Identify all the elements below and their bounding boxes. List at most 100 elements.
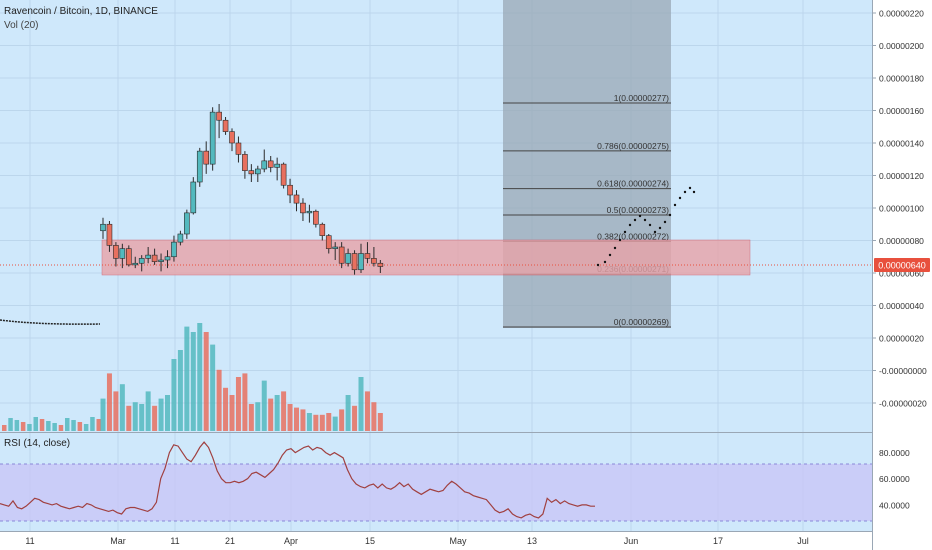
volume-bar	[165, 395, 170, 431]
volume-bar	[235, 377, 241, 431]
volume-bar	[294, 407, 299, 431]
price-tick-label: 0.00000020	[879, 334, 924, 344]
candle-body	[222, 119, 229, 132]
volume-bar	[268, 398, 274, 431]
volume-bar	[177, 350, 183, 431]
time-tick-label: 13	[527, 536, 537, 546]
candle-body	[351, 253, 358, 271]
fib-level-label: 0.5(0.00000273)	[607, 205, 670, 215]
volume-bar	[339, 409, 345, 431]
volume-bar	[313, 414, 319, 431]
volume-indicator-label[interactable]: Vol (20)	[4, 20, 38, 31]
projection-path[interactable]	[596, 186, 696, 267]
price-tick-label: 0.00000200	[879, 41, 924, 51]
candle-body	[113, 245, 119, 259]
candle-body	[203, 150, 209, 165]
rsi-band	[0, 464, 872, 521]
projection-dot	[633, 218, 637, 222]
volume-bar	[27, 424, 32, 431]
candle-body	[319, 223, 326, 236]
price-pane-background	[0, 0, 872, 432]
fib-level-label: 0.786(0.00000275)	[597, 141, 669, 151]
projection-dot	[648, 223, 652, 227]
candle-body	[300, 202, 306, 214]
volume-bar	[287, 404, 293, 431]
volume-bar	[46, 421, 51, 431]
volume-bar	[52, 423, 57, 431]
candle-body	[216, 111, 222, 121]
price-axis-background	[872, 0, 932, 550]
rsi-tick-label: 60.0000	[879, 474, 910, 484]
projection-dot	[658, 226, 662, 230]
fib-level-label: 0(0.00000269)	[614, 317, 669, 327]
price-tick-label: 0.00000080	[879, 236, 924, 246]
volume-bar	[184, 326, 190, 431]
current-price-tag: 0.00000640	[874, 258, 930, 272]
volume-bar	[39, 419, 45, 431]
time-axis[interactable]: 11 Mar 11 21 Apr 15 May 13 Jun 17 Jul	[25, 536, 808, 546]
candlesticks	[100, 104, 384, 275]
price-tick-label: 0.00000140	[879, 139, 924, 149]
volume-bar	[352, 405, 358, 431]
price-axis[interactable]: 0.00000220 0.00000200 0.00000180 0.00000160…	[872, 9, 927, 409]
rsi-indicator-label[interactable]: RSI (14, close)	[4, 438, 70, 449]
time-tick-label: 11	[25, 536, 34, 546]
volume-bar	[306, 413, 312, 431]
volume-bar	[90, 417, 95, 431]
projection-dot	[683, 190, 687, 194]
price-tick-label: 0.00000180	[879, 74, 924, 84]
early-price-line	[0, 319, 101, 325]
projection-dot	[678, 196, 682, 200]
symbol-title[interactable]: Ravencoin / Bitcoin, 1D, BINANCE	[4, 6, 158, 17]
support-zone-rectangle[interactable]	[101, 239, 751, 276]
fib-level-label: 0.618(0.00000274)	[597, 179, 669, 189]
time-tick-label: May	[449, 536, 467, 546]
volume-bar	[113, 391, 119, 431]
candle-body	[235, 142, 242, 155]
volume-bar	[65, 418, 70, 431]
projection-dot	[643, 218, 647, 222]
projection-dot	[668, 213, 672, 217]
volume-bar	[210, 344, 216, 431]
volume-bar	[139, 404, 145, 431]
projection-dot	[663, 220, 667, 224]
rsi-tick-label: 80.0000	[879, 448, 910, 458]
current-price-value: 0.00000640	[878, 261, 926, 271]
candle-body	[209, 111, 216, 165]
volume-bar	[119, 384, 125, 431]
candle-body	[145, 254, 151, 259]
time-axis-background	[0, 531, 872, 550]
candle-body	[119, 248, 126, 259]
projection-dot	[608, 253, 612, 257]
volume-bar	[242, 373, 248, 431]
candle-body	[132, 262, 139, 266]
candle-body	[171, 241, 177, 258]
projection-dot	[596, 263, 600, 267]
volume-bar	[152, 405, 158, 431]
time-tick-label: 11	[170, 536, 179, 546]
projection-dot	[623, 230, 627, 234]
candle-body	[377, 262, 384, 267]
volume-bar	[132, 402, 138, 431]
candle-body	[151, 254, 158, 262]
candle-body	[100, 223, 106, 232]
volume-bar	[58, 425, 64, 431]
price-tick-label: 0.00000040	[879, 301, 924, 311]
candle-body	[332, 246, 339, 249]
time-tick-label: Jul	[797, 536, 809, 546]
date-range-box[interactable]	[503, 0, 671, 328]
volume-bar	[216, 369, 222, 431]
volume-bar	[197, 323, 203, 431]
volume-bar	[8, 418, 13, 431]
time-tick-label: Apr	[284, 536, 298, 546]
rsi-tick-label: 40.0000	[879, 500, 910, 510]
projection-dot	[618, 238, 622, 242]
projection-dot	[628, 223, 632, 227]
candle-body	[371, 258, 377, 264]
volume-bar	[229, 395, 235, 431]
candle-body	[313, 210, 319, 225]
rsi-axis[interactable]: 80.0000 60.0000 40.0000	[879, 448, 910, 510]
volume-bar	[274, 395, 280, 431]
volume-bar	[83, 424, 89, 431]
